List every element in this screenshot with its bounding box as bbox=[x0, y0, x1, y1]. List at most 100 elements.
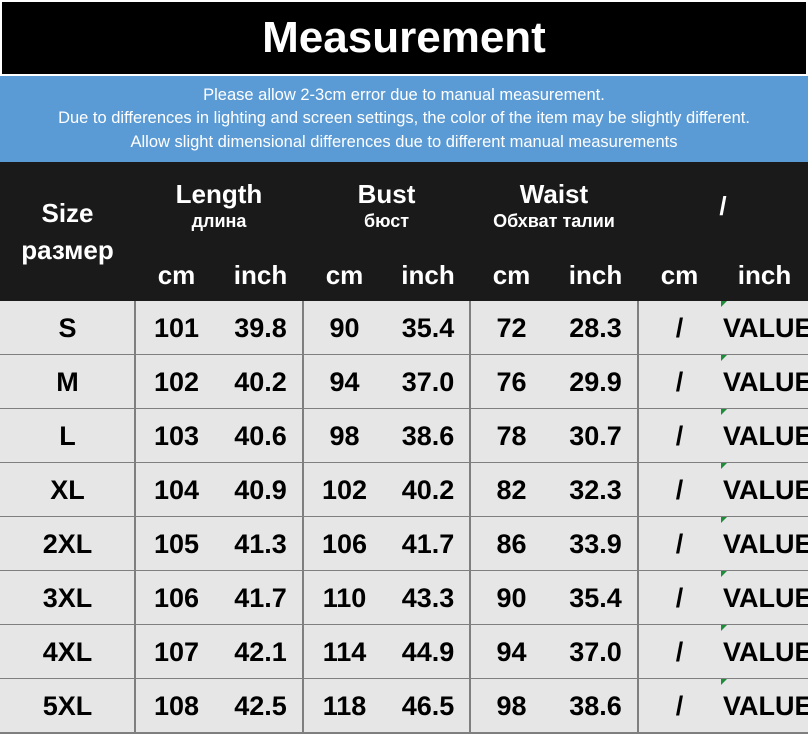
table-cell: 33.9 bbox=[553, 517, 638, 571]
table-cell: XL bbox=[0, 463, 135, 517]
table-cell: 118 bbox=[303, 679, 386, 733]
table-cell: 42.1 bbox=[218, 625, 303, 679]
table-cell: 40.6 bbox=[218, 409, 303, 463]
table-cell: 105 bbox=[135, 517, 218, 571]
cell-marker bbox=[721, 355, 727, 361]
cell-marker bbox=[721, 679, 727, 685]
note: Please allow 2-3cm error due to manual m… bbox=[203, 85, 605, 104]
table-cell: 102 bbox=[303, 463, 386, 517]
table-cell: 94 bbox=[303, 355, 386, 409]
table-cell: / bbox=[638, 571, 721, 625]
cell-marker bbox=[721, 409, 727, 415]
table-cell: 2XL bbox=[0, 517, 135, 571]
table-cell: S bbox=[0, 301, 135, 355]
table-cell: 90 bbox=[303, 301, 386, 355]
table-cell: / bbox=[638, 625, 721, 679]
group-header: Length длина bbox=[135, 162, 303, 250]
group-name: Length bbox=[175, 179, 263, 209]
unit-header: cm bbox=[638, 250, 721, 301]
notes: Please allow 2-3cm error due to manual m… bbox=[0, 76, 808, 162]
table-cell: 102 bbox=[135, 355, 218, 409]
table-cell: 76 bbox=[470, 355, 553, 409]
table-cell: 108 bbox=[135, 679, 218, 733]
group-header: Bust бюст bbox=[303, 162, 470, 250]
table-cell: 43.3 bbox=[386, 571, 470, 625]
table-cell: / bbox=[638, 301, 721, 355]
row-divider bbox=[0, 732, 808, 734]
group-name: / bbox=[719, 191, 727, 221]
table-cell: VALUE bbox=[721, 679, 808, 733]
table-cell: 37.0 bbox=[553, 625, 638, 679]
column-divider bbox=[134, 301, 136, 733]
table-cell: VALUE bbox=[721, 517, 808, 571]
note: Allow slight dimensional differences due… bbox=[130, 132, 678, 151]
group-header: / bbox=[638, 162, 808, 250]
table-cell: 41.7 bbox=[218, 571, 303, 625]
unit-header: inch bbox=[218, 250, 303, 301]
table-cell: 101 bbox=[135, 301, 218, 355]
size-header-text: Size bbox=[41, 197, 94, 228]
group-name: Bust bbox=[357, 179, 416, 209]
group-sub: длина bbox=[191, 211, 247, 231]
table-cell: 106 bbox=[303, 517, 386, 571]
table-cell: / bbox=[638, 463, 721, 517]
group-sub: Обхват талии bbox=[493, 211, 615, 231]
table-cell: 32.3 bbox=[553, 463, 638, 517]
table-cell: 28.3 bbox=[553, 301, 638, 355]
cell-marker bbox=[721, 571, 727, 577]
table-cell: VALUE bbox=[721, 463, 808, 517]
table-cell: VALUE bbox=[721, 301, 808, 355]
size-header-text: размер bbox=[21, 234, 114, 265]
table-cell: 41.3 bbox=[218, 517, 303, 571]
table-cell: 98 bbox=[303, 409, 386, 463]
table-cell: 30.7 bbox=[553, 409, 638, 463]
table-cell: 29.9 bbox=[553, 355, 638, 409]
table-cell: 98 bbox=[470, 679, 553, 733]
size-header: Size размер bbox=[0, 162, 135, 301]
table-cell: 40.9 bbox=[218, 463, 303, 517]
table-cell: 46.5 bbox=[386, 679, 470, 733]
table-cell: 38.6 bbox=[553, 679, 638, 733]
table-cell: 37.0 bbox=[386, 355, 470, 409]
table-cell: L bbox=[0, 409, 135, 463]
table-cell: / bbox=[638, 409, 721, 463]
table-cell: 72 bbox=[470, 301, 553, 355]
table-cell: / bbox=[638, 517, 721, 571]
group-header: Waist Обхват талии bbox=[470, 162, 638, 250]
table-cell: 82 bbox=[470, 463, 553, 517]
table-cell: 35.4 bbox=[553, 571, 638, 625]
table-cell: 41.7 bbox=[386, 517, 470, 571]
table-cell: 106 bbox=[135, 571, 218, 625]
group-sub: бюст bbox=[363, 211, 410, 231]
cell-marker bbox=[721, 625, 727, 631]
group-name: Waist bbox=[519, 179, 589, 209]
table-cell: VALUE bbox=[721, 571, 808, 625]
table-cell: 42.5 bbox=[218, 679, 303, 733]
unit-header: inch bbox=[553, 250, 638, 301]
column-divider bbox=[637, 301, 639, 733]
table-cell: 44.9 bbox=[386, 625, 470, 679]
column-divider bbox=[469, 301, 471, 733]
unit-header: cm bbox=[470, 250, 553, 301]
title: Measurement bbox=[0, 0, 808, 76]
note: Due to differences in lighting and scree… bbox=[58, 109, 750, 128]
unit-header: inch bbox=[721, 250, 808, 301]
table-cell: 86 bbox=[470, 517, 553, 571]
table-cell: 94 bbox=[470, 625, 553, 679]
unit-header: cm bbox=[303, 250, 386, 301]
cell-marker bbox=[721, 463, 727, 469]
table-cell: 114 bbox=[303, 625, 386, 679]
table-cell: 78 bbox=[470, 409, 553, 463]
table-cell: VALUE bbox=[721, 409, 808, 463]
cell-marker bbox=[721, 517, 727, 523]
table-cell: 90 bbox=[470, 571, 553, 625]
table-cell: 38.6 bbox=[386, 409, 470, 463]
table-cell: 39.8 bbox=[218, 301, 303, 355]
column-divider bbox=[302, 301, 304, 733]
table-cell: 40.2 bbox=[386, 463, 470, 517]
table-cell: 110 bbox=[303, 571, 386, 625]
unit-header: cm bbox=[135, 250, 218, 301]
table-cell: M bbox=[0, 355, 135, 409]
table-cell: / bbox=[638, 355, 721, 409]
